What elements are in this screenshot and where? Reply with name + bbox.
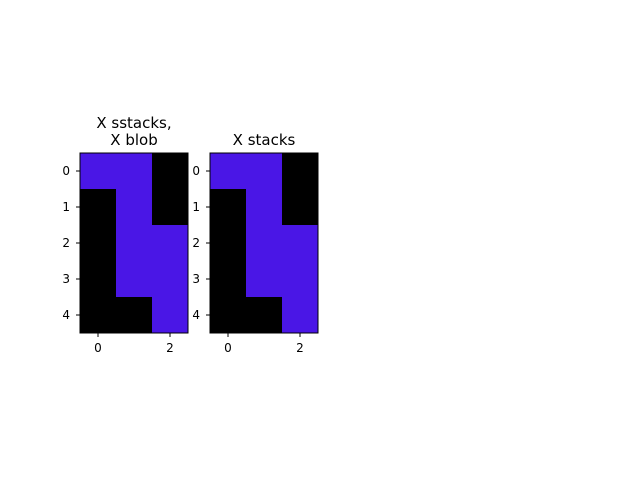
heatmap-cell	[152, 261, 188, 297]
heatmap-cell	[210, 225, 246, 261]
heatmap-cell	[282, 153, 318, 189]
heatmap-cell	[152, 225, 188, 261]
y-tick-label: 4	[62, 308, 70, 322]
heatmap-cell	[152, 189, 188, 225]
chart-title: X blob	[110, 131, 157, 149]
chart-title: X sstacks,	[96, 114, 171, 132]
heatmap-cell	[80, 297, 116, 333]
heatmap-cell	[116, 297, 152, 333]
heatmap-cell	[282, 297, 318, 333]
heatmap-panel-left: X sstacks,X blob 0 1 2 3 4 0 2	[62, 114, 189, 355]
heatmap-cell	[116, 261, 152, 297]
heatmap-cell	[210, 261, 246, 297]
y-tick-label: 2	[192, 236, 200, 250]
heatmap-cell	[116, 225, 152, 261]
heatmap-cell	[210, 153, 246, 189]
y-tick-label: 3	[62, 272, 70, 286]
heatmap-cell	[210, 189, 246, 225]
heatmap-cell	[80, 153, 116, 189]
heatmap-cell	[246, 153, 282, 189]
y-tick-label: 2	[62, 236, 70, 250]
heatmap-cell	[116, 153, 152, 189]
heatmap-cell	[80, 189, 116, 225]
heatmap-cell	[246, 297, 282, 333]
heatmap-cell	[80, 261, 116, 297]
heatmap-cell	[210, 297, 246, 333]
x-tick-label: 0	[94, 341, 102, 355]
heatmap-cell	[152, 153, 188, 189]
chart-title: X stacks	[233, 131, 296, 149]
y-tick-label: 1	[192, 200, 200, 214]
heatmap-cell	[246, 189, 282, 225]
x-tick-label: 2	[166, 341, 174, 355]
heatmap-cell	[246, 261, 282, 297]
heatmap-cell	[116, 189, 152, 225]
heatmap-panel-right: X stacks 0 1 2 3 4 0 2	[192, 131, 319, 355]
y-tick-label: 1	[62, 200, 70, 214]
heatmap-cell	[152, 297, 188, 333]
x-tick-label: 2	[296, 341, 304, 355]
heatmap-cell	[246, 225, 282, 261]
x-tick-label: 0	[224, 341, 232, 355]
y-tick-label: 4	[192, 308, 200, 322]
y-tick-label: 0	[192, 164, 200, 178]
y-tick-label: 3	[192, 272, 200, 286]
heatmap-cell	[80, 225, 116, 261]
y-tick-label: 0	[62, 164, 70, 178]
heatmap-cell	[282, 261, 318, 297]
heatmap-cell	[282, 225, 318, 261]
heatmap-cell	[282, 189, 318, 225]
